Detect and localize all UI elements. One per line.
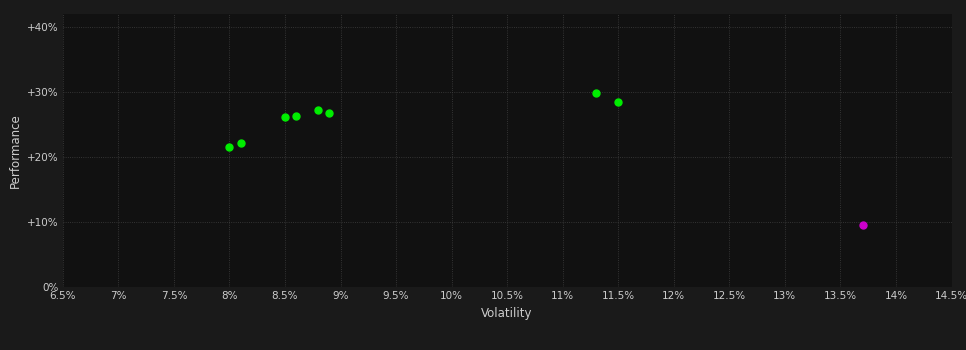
Point bbox=[310, 107, 326, 113]
Y-axis label: Performance: Performance bbox=[9, 113, 21, 188]
Point bbox=[611, 99, 626, 105]
X-axis label: Volatility: Volatility bbox=[481, 307, 533, 320]
Point bbox=[855, 223, 870, 228]
Point bbox=[221, 145, 237, 150]
Point bbox=[588, 91, 604, 96]
Point bbox=[288, 113, 303, 119]
Point bbox=[233, 141, 248, 146]
Point bbox=[277, 114, 293, 119]
Point bbox=[322, 110, 337, 116]
